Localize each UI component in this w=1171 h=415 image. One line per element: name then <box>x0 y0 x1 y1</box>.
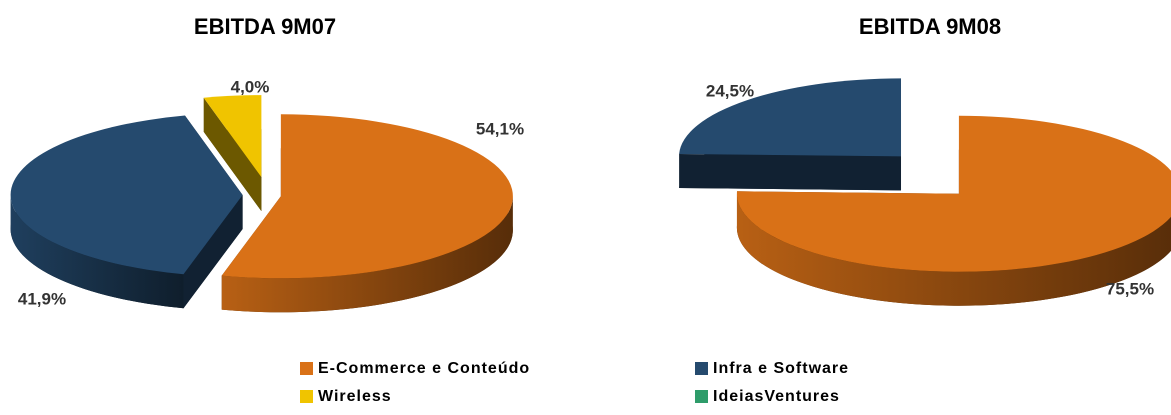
slice <box>221 114 513 279</box>
chart-title: EBITDA 9M08 <box>859 14 1001 39</box>
legend-label: IdeiasVentures <box>713 388 840 405</box>
slice-wall <box>183 194 243 309</box>
legend-label: E-Commerce e Conteúdo <box>318 360 530 377</box>
slice-wall <box>203 97 262 212</box>
value-label: 41,9% <box>18 289 66 308</box>
slice <box>10 115 243 275</box>
legend-swatch <box>300 362 313 375</box>
legend-swatch <box>695 362 708 375</box>
slice-wall <box>679 153 902 191</box>
value-label: 24,5% <box>706 81 754 100</box>
legend-label: Infra e Software <box>713 360 849 377</box>
slice-side <box>736 193 1171 306</box>
legend-swatch <box>300 390 313 403</box>
legend-swatch <box>695 390 708 403</box>
value-label: 54,1% <box>476 119 524 138</box>
chart-title: EBITDA 9M07 <box>194 14 336 39</box>
slice-side <box>10 194 184 309</box>
value-label: 75,5% <box>1106 279 1154 298</box>
legend-label: Wireless <box>318 388 392 405</box>
slice-side <box>221 196 513 313</box>
slice <box>736 115 1171 272</box>
slice <box>679 78 902 157</box>
slice <box>203 95 262 178</box>
value-label: 4,0% <box>231 77 270 96</box>
